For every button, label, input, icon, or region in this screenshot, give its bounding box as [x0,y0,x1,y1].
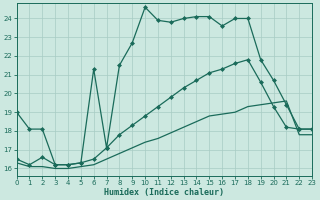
X-axis label: Humidex (Indice chaleur): Humidex (Indice chaleur) [104,188,224,197]
